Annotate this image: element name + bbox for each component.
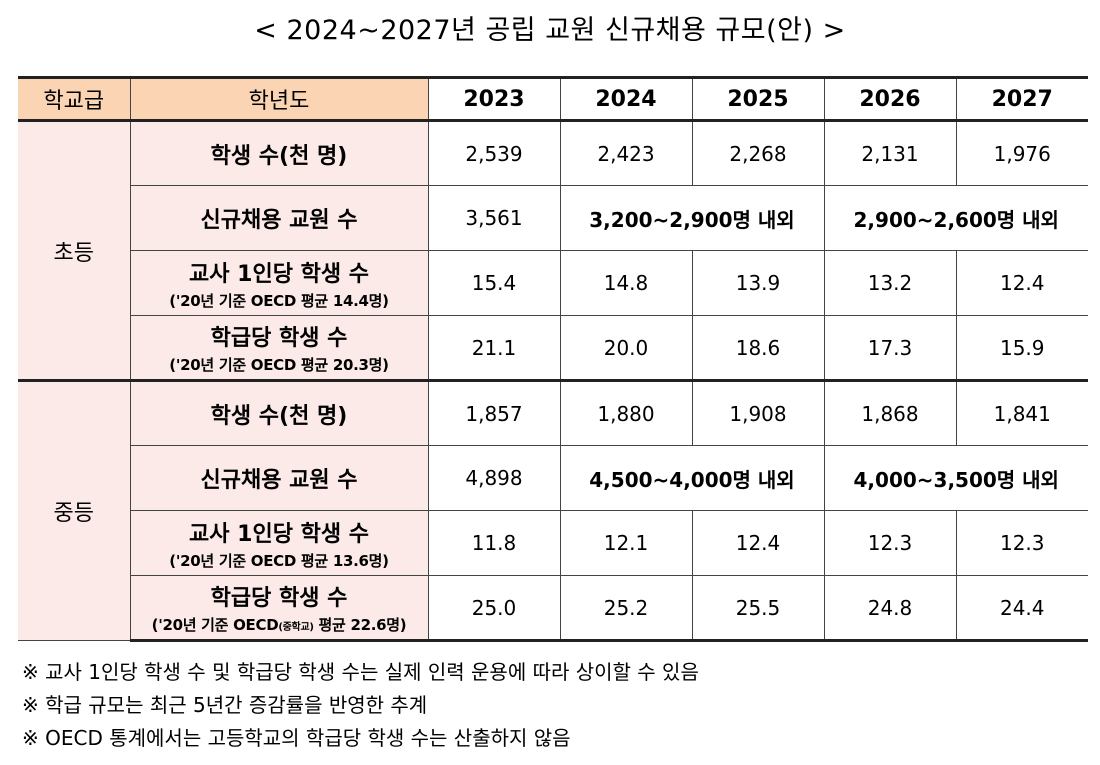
header-year-2024: 2024 xyxy=(559,76,693,122)
row-label-hires: 신규채용 교원 수 xyxy=(130,445,429,511)
cell: 1,880 xyxy=(559,379,693,446)
table-row: 중등 학생 수(천 명) 1,857 1,880 1,908 1,868 1,8… xyxy=(18,379,1088,641)
row-label-sub: ('20년 기준 OECD(중학교) 평균 22.6명) xyxy=(131,614,428,635)
cell: 24.8 xyxy=(823,575,957,642)
row-label-main: 학급당 학생 수 xyxy=(210,326,348,351)
header-year-2026: 2026 xyxy=(823,76,957,122)
cell: 20.0 xyxy=(559,315,693,381)
cell: 25.2 xyxy=(559,575,693,642)
row-label-students: 학생 수(천 명) xyxy=(129,379,429,446)
cell: 14.8 xyxy=(559,250,693,316)
footnote: ※ 교사 1인당 학생 수 및 학급당 학생 수는 실제 인력 운용에 따라 상… xyxy=(22,660,699,684)
cell: 13.9 xyxy=(691,250,825,316)
row-label-sub-c: 평균 22.6명) xyxy=(313,616,407,634)
row-label-main: 교사 1인당 학생 수 xyxy=(189,261,369,287)
row-label-sub-b: (중학교) xyxy=(278,622,314,633)
row-label-main: 학급당 학생 수 xyxy=(210,586,348,611)
cell: 1,976 xyxy=(955,120,1088,186)
cell: 15.4 xyxy=(427,250,561,316)
cell-range: 3,200~2,900명 내외 xyxy=(559,185,825,251)
cell: 12.4 xyxy=(955,250,1088,316)
cell-range: 4,500~4,000명 내외 xyxy=(559,445,825,511)
cell: 21.1 xyxy=(427,315,561,381)
cell: 24.4 xyxy=(955,575,1088,642)
table-row: 학급당 학생 수 ('20년 기준 OECD(중학교) 평균 22.6명) 25… xyxy=(18,575,1088,642)
header-year-2025: 2025 xyxy=(691,76,825,122)
table-row: 교사 1인당 학생 수 ('20년 기준 OECD 평균 14.4명) 15.4… xyxy=(18,250,1088,316)
row-label-sub: ('20년 기준 OECD 평균 13.6명) xyxy=(169,551,389,570)
cell: 2,268 xyxy=(691,120,825,186)
row-label-per-class: 학급당 학생 수 ('20년 기준 OECD(중학교) 평균 22.6명) xyxy=(130,575,429,642)
table-row: 신규채용 교원 수 4,898 4,500~4,000명 내외 4,000~3,… xyxy=(18,445,1088,511)
header-row: 학교급 학년도 2023 2024 2025 2026 2027 xyxy=(18,76,1088,122)
header-level: 학교급 xyxy=(18,76,131,122)
table-row: 학급당 학생 수 ('20년 기준 OECD 평균 20.3명) 21.1 20… xyxy=(18,315,1088,381)
row-label-main: 교사 1인당 학생 수 xyxy=(189,521,369,547)
row-label-per-teacher: 교사 1인당 학생 수 ('20년 기준 OECD 평균 14.4명) xyxy=(130,250,429,316)
cell: 2,131 xyxy=(823,120,957,186)
cell: 25.5 xyxy=(691,575,825,642)
row-label-sub: ('20년 기준 OECD 평균 20.3명) xyxy=(169,356,389,374)
row-label-hires: 신규채용 교원 수 xyxy=(130,185,429,251)
cell: 2,423 xyxy=(559,120,693,186)
cell: 3,561 xyxy=(427,185,561,251)
cell: 12.3 xyxy=(955,510,1088,576)
cell: 1,857 xyxy=(427,379,561,446)
cell: 15.9 xyxy=(955,315,1088,381)
cell: 1,868 xyxy=(823,379,957,446)
cell-range: 4,000~3,500명 내외 xyxy=(823,445,1088,511)
cell: 12.1 xyxy=(559,510,693,576)
row-label-per-teacher: 교사 1인당 학생 수 ('20년 기준 OECD 평균 13.6명) xyxy=(130,510,429,576)
footnotes: ※ 교사 1인당 학생 수 및 학급당 학생 수는 실제 인력 운용에 따라 상… xyxy=(22,656,699,755)
cell: 13.2 xyxy=(823,250,957,316)
footnote: ※ 학급 규모는 최근 5년간 증감률을 반영한 추계 xyxy=(22,693,428,717)
row-label-students: 학생 수(천 명) xyxy=(129,120,429,186)
footnote: ※ OECD 통계에서는 고등학교의 학급당 학생 수는 산출하지 않음 xyxy=(22,726,571,750)
hiring-table: 학교급 학년도 2023 2024 2025 2026 2027 초등 학생 수… xyxy=(18,76,1088,642)
cell: 25.0 xyxy=(427,575,561,642)
cell: 1,841 xyxy=(955,379,1088,446)
cell-range: 2,900~2,600명 내외 xyxy=(823,185,1088,251)
level-secondary: 중등 xyxy=(18,379,131,641)
row-label-sub-a: ('20년 기준 OECD xyxy=(151,616,279,634)
cell: 18.6 xyxy=(691,315,825,381)
header-year-2027: 2027 xyxy=(955,76,1088,122)
table-row: 초등 학생 수(천 명) 2,539 2,423 2,268 2,131 1,9… xyxy=(18,120,1088,381)
cell: 4,898 xyxy=(427,445,561,511)
table-row: 교사 1인당 학생 수 ('20년 기준 OECD 평균 13.6명) 11.8… xyxy=(18,510,1088,576)
row-label-sub: ('20년 기준 OECD 평균 14.4명) xyxy=(169,291,389,310)
cell: 11.8 xyxy=(427,510,561,576)
cell: 12.4 xyxy=(691,510,825,576)
cell: 17.3 xyxy=(823,315,957,381)
header-year-2023: 2023 xyxy=(427,76,561,122)
page-title: < 2024~2027년 공립 교원 신규채용 규모(안) > xyxy=(254,15,846,46)
level-elementary: 초등 xyxy=(18,120,131,381)
row-label-per-class: 학급당 학생 수 ('20년 기준 OECD 평균 20.3명) xyxy=(130,315,429,381)
header-year-label: 학년도 xyxy=(129,76,429,122)
table-row: 신규채용 교원 수 3,561 3,200~2,900명 내외 2,900~2,… xyxy=(18,185,1088,251)
cell: 2,539 xyxy=(427,120,561,186)
cell: 1,908 xyxy=(691,379,825,446)
cell: 12.3 xyxy=(823,510,957,576)
